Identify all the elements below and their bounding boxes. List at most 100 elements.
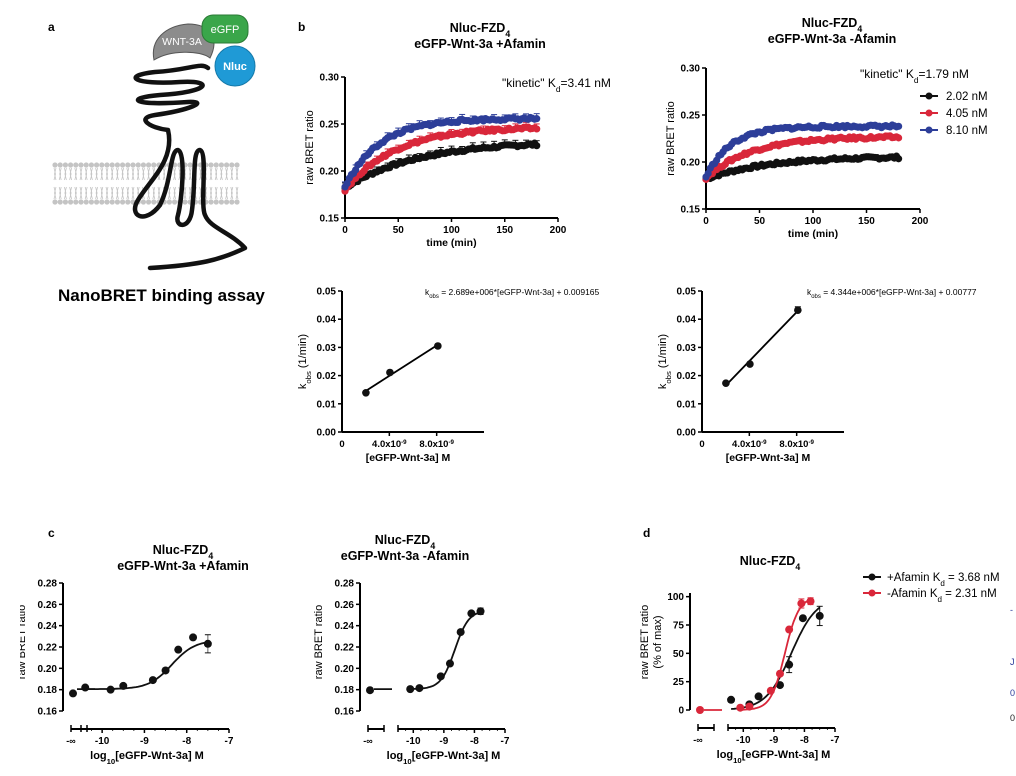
lipid-tail bbox=[95, 167, 98, 181]
lipid-tail bbox=[235, 186, 239, 200]
fit-equation: kobs = 2.689e+006*[eGFP-Wnt-3a] + 0.0091… bbox=[425, 287, 600, 300]
legend-marker bbox=[925, 109, 933, 117]
lipid-head bbox=[104, 162, 110, 168]
lipid-tail bbox=[225, 167, 228, 181]
lipid-tail bbox=[183, 186, 187, 200]
y-tick-label: 25 bbox=[673, 677, 685, 688]
y-tick-label: 0.24 bbox=[335, 621, 355, 632]
lipid-tail bbox=[69, 167, 72, 181]
lipid-tail bbox=[173, 167, 176, 181]
lipid-head bbox=[120, 199, 126, 205]
x-tick-label: 8.0x10-9 bbox=[779, 439, 814, 451]
lipid-head bbox=[62, 199, 68, 205]
data-point bbox=[797, 599, 806, 608]
chart-kobs-plus-afamin: 0.00 0.01 0.02 0.03 0.04 0.05 0 4.0x10-9 8.0x10-… bbox=[297, 287, 600, 465]
x-tick-label-zero: -∞ bbox=[363, 736, 373, 746]
x-tick-label-zero: -∞ bbox=[693, 735, 703, 745]
fit-curve bbox=[731, 606, 821, 710]
lipid-tail bbox=[121, 186, 124, 200]
y-tick-label: 100 bbox=[667, 592, 684, 603]
x-tick-label: -7 bbox=[501, 736, 510, 747]
data-point bbox=[203, 639, 212, 648]
x-tick-label: -10 bbox=[95, 736, 110, 747]
x-tick-label: -8 bbox=[800, 735, 809, 746]
x-tick-label: 200 bbox=[550, 225, 567, 236]
data-point bbox=[785, 660, 794, 669]
lipid-head bbox=[88, 199, 94, 205]
lipid-head bbox=[109, 199, 115, 205]
edge-fragment: - bbox=[1010, 605, 1013, 615]
legend-marker bbox=[925, 126, 933, 134]
y-tick-label: 0.15 bbox=[320, 214, 340, 225]
lipid-head bbox=[140, 199, 146, 205]
lipid-head bbox=[114, 162, 120, 168]
legend-label: +Afamin Kd = 3.68 nM bbox=[887, 572, 1000, 588]
chart-title-line2: eGFP-Wnt-3a +Afamin bbox=[117, 559, 249, 573]
lipid-tail bbox=[126, 186, 130, 200]
data-point bbox=[745, 702, 754, 711]
y-tick-label: 0.28 bbox=[335, 579, 355, 590]
x-axis-label: time (min) bbox=[426, 237, 476, 249]
x-tick-label: -8 bbox=[470, 736, 479, 747]
y-tick-label: 0.26 bbox=[38, 600, 58, 611]
y-tick-label: 0.20 bbox=[681, 158, 701, 169]
x-tick-label: 4.0x10-9 bbox=[372, 439, 407, 451]
lipid-head bbox=[83, 162, 89, 168]
lipid-head bbox=[172, 199, 178, 205]
x-tick-label: -9 bbox=[140, 736, 149, 747]
data-point bbox=[754, 692, 763, 701]
assay-caption: NanoBRET binding assay bbox=[58, 286, 265, 305]
lipid-tail bbox=[209, 167, 213, 181]
x-axis-label: log10[eGFP-Wnt-3a] M bbox=[387, 750, 501, 766]
x-tick-label: 0 bbox=[703, 216, 709, 227]
series-8-10-nM bbox=[341, 113, 541, 191]
lipid-tail bbox=[142, 167, 145, 181]
y-tick-label: 0.20 bbox=[320, 167, 340, 178]
data-point bbox=[161, 666, 170, 675]
lipid-head bbox=[213, 199, 219, 205]
chart-title-line1: Nluc-FZD4 bbox=[450, 21, 511, 39]
y-tick-label: 0.05 bbox=[677, 287, 697, 298]
panel-letter-b: b bbox=[298, 20, 306, 34]
y-tick-label: 0.18 bbox=[335, 685, 355, 696]
lipid-tail bbox=[64, 167, 67, 181]
x-axis-label: [eGFP-Wnt-3a] M bbox=[366, 452, 451, 464]
x-tick-label: -9 bbox=[769, 735, 778, 746]
lipid-tail bbox=[136, 167, 140, 181]
lipid-tail bbox=[69, 186, 72, 200]
lipid-tail bbox=[74, 186, 78, 200]
lipid-tail bbox=[230, 167, 234, 181]
lipid-head bbox=[151, 199, 157, 205]
data-point bbox=[815, 611, 824, 620]
x-tick-label: 150 bbox=[496, 225, 513, 236]
lipid-tail bbox=[131, 167, 135, 181]
y-tick-label: 0.20 bbox=[38, 664, 58, 675]
lipid-tail bbox=[58, 186, 62, 200]
lipid-tail bbox=[147, 167, 150, 181]
lipid-tail bbox=[131, 186, 135, 200]
y-tick-label: 0.26 bbox=[335, 600, 355, 611]
y-axis-label: raw BRET ratio bbox=[304, 110, 316, 184]
lipid-tail bbox=[105, 186, 109, 200]
x-tick-label: 4.0x10-9 bbox=[732, 439, 767, 451]
y-axis-label: raw BRET ratio bbox=[20, 605, 28, 679]
y-tick-label: 50 bbox=[673, 649, 685, 660]
x-tick-label: 100 bbox=[443, 225, 460, 236]
lipid-head bbox=[99, 199, 105, 205]
lipid-tail bbox=[199, 167, 202, 181]
y-tick-label: 0.25 bbox=[320, 120, 340, 131]
y-tick-label: 0.16 bbox=[335, 707, 355, 718]
data-point bbox=[81, 683, 90, 692]
lipid-head bbox=[218, 162, 224, 168]
data-point bbox=[533, 125, 541, 133]
series-1 bbox=[696, 597, 815, 714]
lipid-tail bbox=[79, 167, 83, 181]
legend-label: -Afamin Kd = 2.31 nM bbox=[887, 588, 997, 604]
data-point bbox=[445, 659, 454, 668]
y-tick-label: 0.24 bbox=[38, 621, 58, 632]
lipid-tail bbox=[53, 186, 57, 200]
series-0 bbox=[366, 607, 485, 695]
data-point bbox=[406, 685, 415, 694]
